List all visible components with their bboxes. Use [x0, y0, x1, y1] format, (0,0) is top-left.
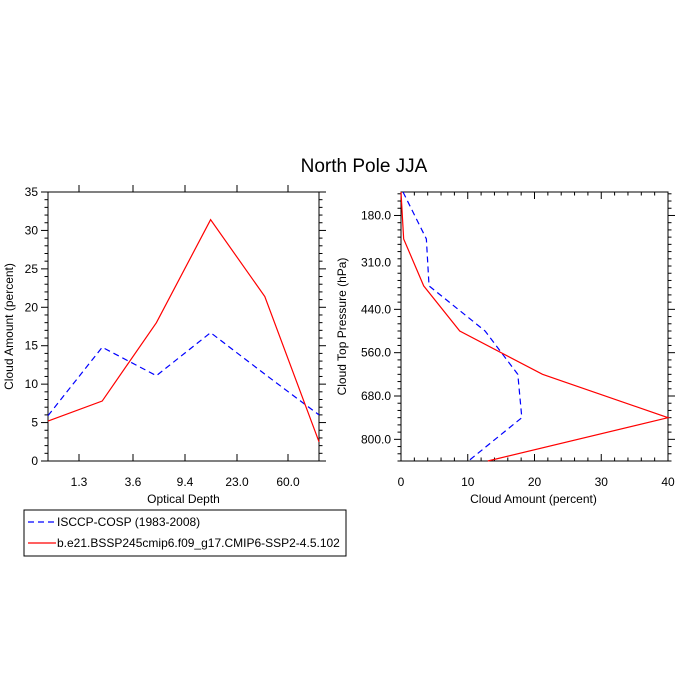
legend-label-isccp: ISCCP-COSP (1983-2008) — [57, 515, 200, 529]
x-tick-label-left: 23.0 — [225, 475, 249, 489]
y-tick-label-left: 30 — [25, 223, 39, 237]
chart-title: North Pole JJA — [301, 156, 428, 177]
series-model-right — [400, 191, 671, 462]
series-isccp-right — [402, 191, 523, 462]
legend-box — [23, 509, 347, 557]
x-axis-label-left: Optical Depth — [147, 492, 220, 506]
y-tick-label-left: 0 — [31, 454, 38, 468]
y-tick-label-right-panel: 180.0 — [361, 208, 391, 222]
y-tick-label-left: 35 — [25, 185, 39, 199]
x-tick-label-left: 60.0 — [276, 475, 300, 489]
series-model-left — [47, 218, 320, 442]
x-tick-label-left: 9.4 — [177, 475, 194, 489]
x-tick-label-right: 10 — [461, 475, 475, 489]
legend: ISCCP-COSP (1983-2008) b.e21.BSSP245cmip… — [23, 509, 347, 557]
series-isccp-left — [47, 331, 320, 417]
plot-frame-left — [47, 191, 320, 462]
y-axis-label-right: Cloud Top Pressure (hPa) — [335, 258, 349, 396]
x-tick-label-right: 30 — [595, 475, 609, 489]
plot-frame-right — [400, 191, 669, 462]
y-tick-label-right-panel: 440.0 — [361, 302, 391, 316]
y-tick-label-right-panel: 800.0 — [361, 432, 391, 446]
legend-label-model: b.e21.BSSP245cmip6.f09_g17.CMIP6-SSP2-4.… — [57, 536, 340, 550]
y-tick-label-left: 25 — [25, 262, 39, 276]
x-tick-label-right: 0 — [398, 475, 405, 489]
x-tick-label-left: 3.6 — [125, 475, 142, 489]
cloud-top-pressure-panel: 0 10 20 30 40 180.0 310.0 440.0 560.0 680.0 800.0 C… — [335, 191, 675, 506]
y-tick-label-left: 15 — [25, 339, 39, 353]
y-tick-label-left: 20 — [25, 300, 39, 314]
y-tick-label-right-panel: 560.0 — [361, 346, 391, 360]
x-axis-label-right: Cloud Amount (percent) — [470, 492, 597, 506]
x-tick-label-right: 20 — [528, 475, 542, 489]
optical-depth-panel: 1.3 3.6 9.4 23.0 60.0 0 5 10 15 20 25 30 35 Optical D… — [2, 185, 326, 506]
y-tick-label-left: 5 — [31, 416, 38, 430]
y-tick-label-right-panel: 680.0 — [361, 389, 391, 403]
y-tick-label-right-panel: 310.0 — [361, 255, 391, 269]
y-tick-label-left: 10 — [25, 377, 39, 391]
x-tick-label-right: 40 — [661, 475, 675, 489]
x-tick-label-left: 1.3 — [71, 475, 88, 489]
y-axis-label-left: Cloud Amount (percent) — [2, 263, 16, 390]
